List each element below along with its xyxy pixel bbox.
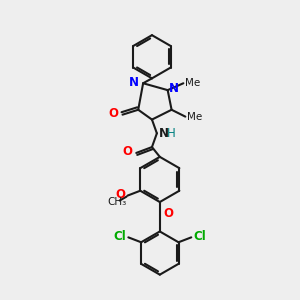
Text: Cl: Cl xyxy=(193,230,206,243)
Text: Me: Me xyxy=(187,112,202,122)
Text: N: N xyxy=(169,82,178,95)
Text: O: O xyxy=(109,107,118,120)
Text: CH₃: CH₃ xyxy=(107,196,126,206)
Text: Me: Me xyxy=(185,78,201,88)
Text: O: O xyxy=(122,146,132,158)
Text: N: N xyxy=(159,127,169,140)
Text: H: H xyxy=(167,127,176,140)
Text: O: O xyxy=(116,188,125,201)
Text: N: N xyxy=(129,76,139,89)
Text: Cl: Cl xyxy=(114,230,126,243)
Text: O: O xyxy=(164,207,174,220)
